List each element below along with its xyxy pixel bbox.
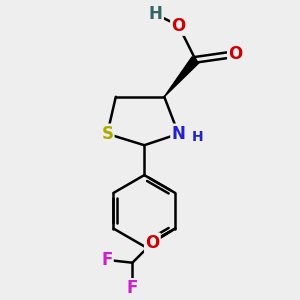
Text: O: O — [145, 234, 160, 252]
Text: O: O — [171, 16, 186, 34]
Text: F: F — [127, 279, 138, 297]
Text: S: S — [101, 125, 113, 143]
Text: H: H — [191, 130, 203, 144]
Text: H: H — [149, 5, 163, 23]
Text: O: O — [228, 45, 243, 63]
Polygon shape — [164, 57, 199, 97]
Text: N: N — [172, 125, 185, 143]
Text: F: F — [101, 251, 112, 269]
